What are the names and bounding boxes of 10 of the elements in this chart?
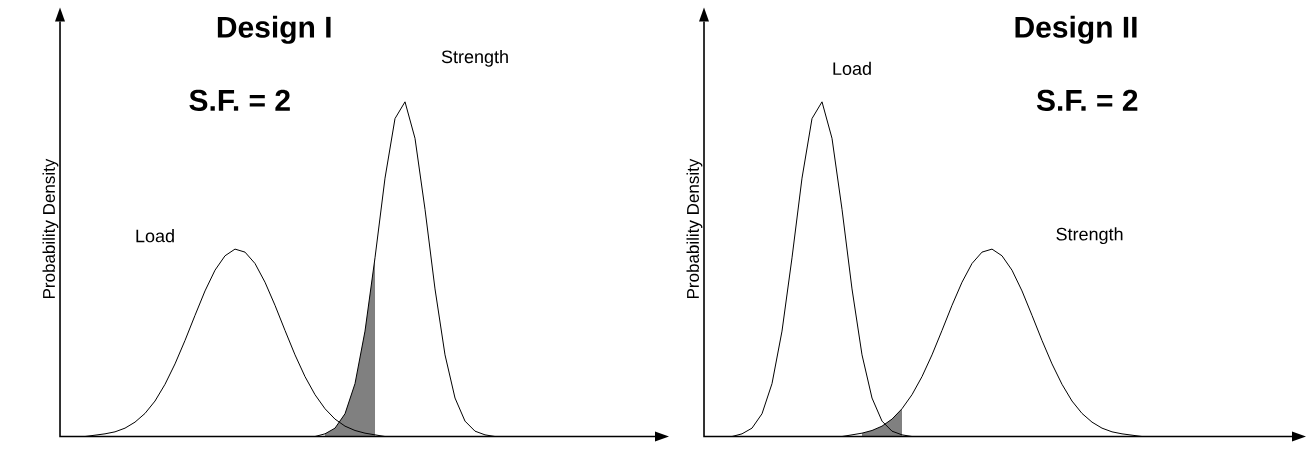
y-axis-title: Probability Density bbox=[686, 158, 703, 299]
y-axis-title: Probability Density bbox=[42, 158, 59, 299]
annotation: S.F. = 2 bbox=[1036, 89, 1138, 111]
chart-title: Design II bbox=[1015, 15, 1137, 44]
text: Load bbox=[136, 229, 174, 243]
text: Strength bbox=[1056, 227, 1123, 245]
chart-title: Design I bbox=[217, 15, 331, 44]
series-label: Load bbox=[833, 61, 871, 75]
text: Strength bbox=[441, 49, 508, 67]
annotation: S.F. = 2 bbox=[189, 89, 290, 111]
